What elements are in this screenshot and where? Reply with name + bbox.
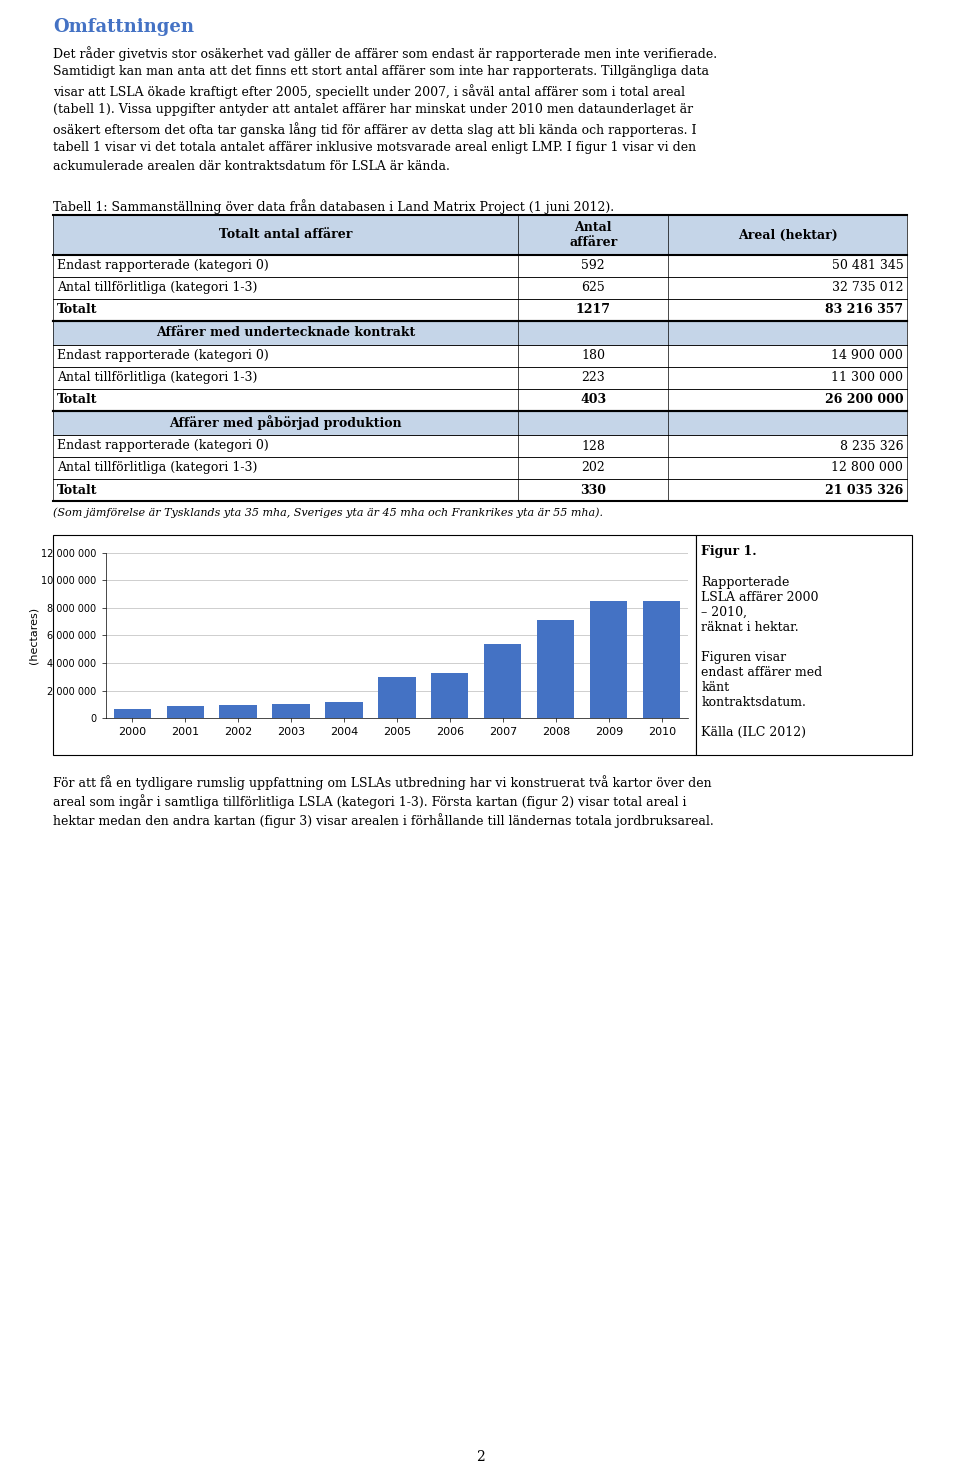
Text: Affärer med påbörjad produktion: Affärer med påbörjad produktion bbox=[169, 416, 402, 431]
Text: räknat i hektar.: räknat i hektar. bbox=[701, 621, 799, 635]
Text: 202: 202 bbox=[582, 462, 605, 474]
Text: Endast rapporterade (kategori 0): Endast rapporterade (kategori 0) bbox=[57, 260, 269, 273]
Text: Omfattningen: Omfattningen bbox=[53, 18, 194, 35]
Text: Affärer med undertecknade kontrakt: Affärer med undertecknade kontrakt bbox=[156, 326, 416, 339]
Text: 26 200 000: 26 200 000 bbox=[825, 394, 903, 406]
Text: Totalt antal affärer: Totalt antal affärer bbox=[219, 229, 352, 242]
Text: Endast rapporterade (kategori 0): Endast rapporterade (kategori 0) bbox=[57, 350, 269, 363]
Text: (Som jämförelse är Tysklands yta 35 mha, Sveriges yta är 45 mha och Frankrikes y: (Som jämförelse är Tysklands yta 35 mha,… bbox=[53, 506, 603, 518]
Text: Samtidigt kan man anta att det finns ett stort antal affärer som inte har rappor: Samtidigt kan man anta att det finns ett… bbox=[53, 65, 708, 78]
Bar bbox=[643, 601, 681, 719]
Text: Antal tillförlitliga (kategori 1-3): Antal tillförlitliga (kategori 1-3) bbox=[57, 462, 257, 474]
Bar bbox=[53, 215, 907, 255]
Bar bbox=[273, 704, 309, 719]
Text: För att få en tydligare rumslig uppfattning om LSLAs utbredning har vi konstruer: För att få en tydligare rumslig uppfattn… bbox=[53, 775, 711, 790]
Text: 50 481 345: 50 481 345 bbox=[831, 260, 903, 273]
Bar bbox=[53, 534, 696, 756]
Text: Totalt: Totalt bbox=[57, 484, 97, 496]
Bar bbox=[590, 601, 628, 719]
Text: Antal
affärer: Antal affärer bbox=[569, 221, 617, 249]
Bar bbox=[53, 320, 907, 345]
Text: osäkert eftersom det ofta tar ganska lång tid för affärer av detta slag att bli : osäkert eftersom det ofta tar ganska lån… bbox=[53, 123, 696, 137]
Y-axis label: (hectares): (hectares) bbox=[29, 607, 38, 664]
Text: Rapporterade: Rapporterade bbox=[701, 576, 789, 589]
Text: 625: 625 bbox=[582, 282, 605, 295]
Text: 1217: 1217 bbox=[576, 304, 611, 316]
Bar bbox=[538, 620, 574, 719]
Text: 32 735 012: 32 735 012 bbox=[831, 282, 903, 295]
Bar bbox=[485, 645, 521, 719]
Text: Det råder givetvis stor osäkerhet vad gäller de affärer som endast är rapportera: Det råder givetvis stor osäkerhet vad gä… bbox=[53, 46, 717, 61]
Text: 128: 128 bbox=[581, 440, 605, 453]
Text: känt: känt bbox=[701, 680, 730, 694]
Bar bbox=[220, 706, 256, 719]
Text: 403: 403 bbox=[580, 394, 607, 406]
Text: 11 300 000: 11 300 000 bbox=[831, 372, 903, 385]
Text: 592: 592 bbox=[582, 260, 605, 273]
Text: endast affärer med: endast affärer med bbox=[701, 666, 823, 679]
Bar bbox=[696, 534, 912, 756]
Bar bbox=[53, 410, 907, 435]
Text: tabell 1 visar vi det totala antalet affärer inklusive motsvarade areal enligt L: tabell 1 visar vi det totala antalet aff… bbox=[53, 142, 696, 154]
Text: areal som ingår i samtliga tillförlitliga LSLA (kategori 1-3). Första kartan (fi: areal som ingår i samtliga tillförlitlig… bbox=[53, 794, 686, 809]
Bar bbox=[166, 706, 204, 719]
Text: (tabell 1). Vissa uppgifter antyder att antalet affärer har minskat under 2010 m: (tabell 1). Vissa uppgifter antyder att … bbox=[53, 103, 693, 117]
Text: Antal tillförlitliga (kategori 1-3): Antal tillförlitliga (kategori 1-3) bbox=[57, 282, 257, 295]
Text: 83 216 357: 83 216 357 bbox=[826, 304, 903, 316]
Text: 180: 180 bbox=[581, 350, 605, 363]
Text: hektar medan den andra kartan (figur 3) visar arealen i förhållande till ländern: hektar medan den andra kartan (figur 3) … bbox=[53, 813, 713, 828]
Text: 330: 330 bbox=[580, 484, 606, 496]
Bar bbox=[431, 673, 468, 719]
Text: Källa (ILC 2012): Källa (ILC 2012) bbox=[701, 726, 806, 739]
Text: 2: 2 bbox=[475, 1449, 485, 1464]
Text: 8 235 326: 8 235 326 bbox=[840, 440, 903, 453]
Text: – 2010,: – 2010, bbox=[701, 607, 747, 618]
Text: Areal (hektar): Areal (hektar) bbox=[737, 229, 837, 242]
Text: ackumulerade arealen där kontraktsdatum för LSLA är kända.: ackumulerade arealen där kontraktsdatum … bbox=[53, 159, 449, 173]
Text: Figur 1.: Figur 1. bbox=[701, 545, 756, 558]
Text: visar att LSLA ökade kraftigt efter 2005, speciellt under 2007, i såväl antal af: visar att LSLA ökade kraftigt efter 2005… bbox=[53, 84, 684, 99]
Text: 21 035 326: 21 035 326 bbox=[825, 484, 903, 496]
Text: LSLA affärer 2000: LSLA affärer 2000 bbox=[701, 590, 819, 604]
Text: Totalt: Totalt bbox=[57, 304, 97, 316]
Bar bbox=[378, 677, 416, 719]
Text: Figuren visar: Figuren visar bbox=[701, 651, 786, 664]
Text: 14 900 000: 14 900 000 bbox=[831, 350, 903, 363]
Text: 223: 223 bbox=[582, 372, 605, 385]
Text: Endast rapporterade (kategori 0): Endast rapporterade (kategori 0) bbox=[57, 440, 269, 453]
Bar bbox=[325, 701, 363, 719]
Text: Totalt: Totalt bbox=[57, 394, 97, 406]
Bar bbox=[113, 708, 151, 719]
Text: Antal tillförlitliga (kategori 1-3): Antal tillförlitliga (kategori 1-3) bbox=[57, 372, 257, 385]
Text: Tabell 1: Sammanställning över data från databasen i Land Matrix Project (1 juni: Tabell 1: Sammanställning över data från… bbox=[53, 199, 614, 214]
Text: 12 800 000: 12 800 000 bbox=[831, 462, 903, 474]
Text: kontraktsdatum.: kontraktsdatum. bbox=[701, 697, 806, 708]
